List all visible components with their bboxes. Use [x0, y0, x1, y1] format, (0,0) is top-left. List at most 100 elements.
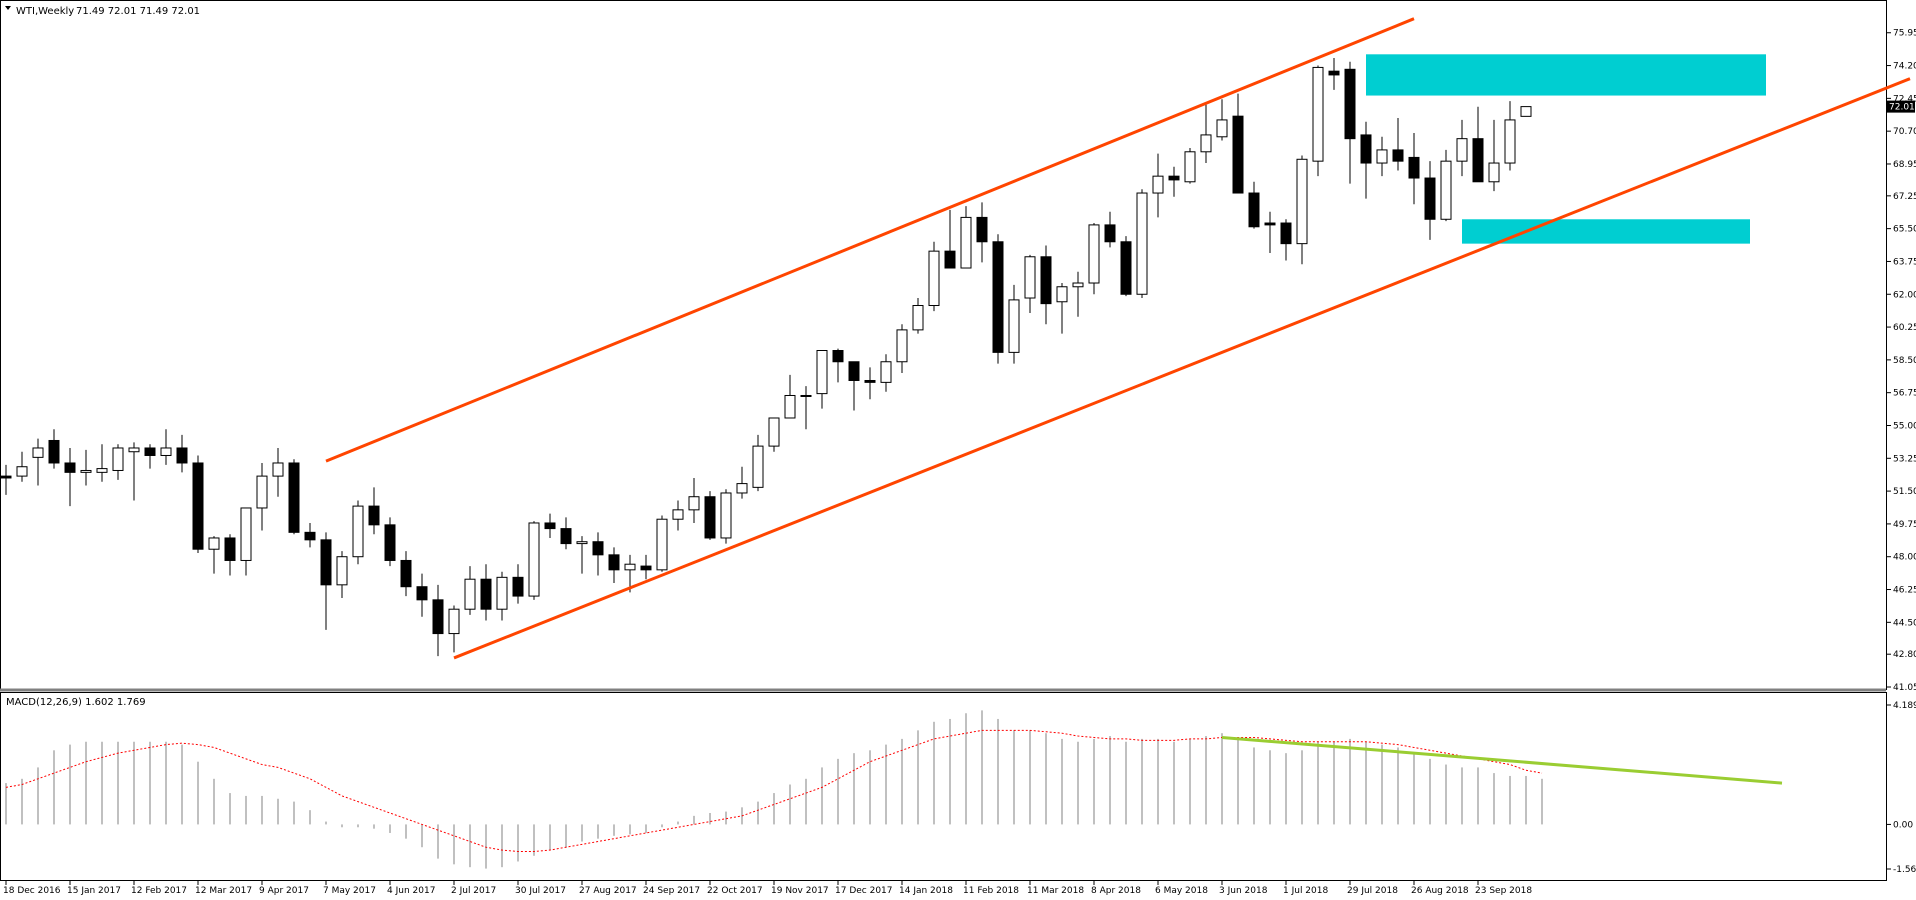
candle	[848, 361, 860, 411]
candle	[960, 206, 972, 269]
candle-body-bull	[256, 475, 268, 509]
candle	[864, 367, 876, 400]
macd-axis: 4.189 0.00 -1.564	[1887, 701, 1916, 875]
time-label: 14 Jan 2018	[899, 886, 953, 896]
candle-body-bull	[1088, 224, 1100, 284]
candle	[1200, 103, 1212, 164]
candle-body-bull	[1136, 192, 1148, 295]
candle-body-bull	[1008, 299, 1020, 353]
candle	[128, 442, 140, 501]
price-tick-label: 41.05	[1893, 683, 1916, 693]
candle	[304, 522, 316, 548]
ohlc-values: 71.49 72.01 71.49 72.01	[76, 6, 200, 17]
candle	[48, 429, 60, 469]
candle-body-bear	[560, 528, 572, 545]
candle-body-bear	[144, 447, 156, 456]
zones-layer	[1366, 54, 1766, 244]
candle-body-bear	[304, 531, 316, 541]
candle	[528, 521, 540, 600]
candle	[768, 417, 780, 452]
candle	[288, 459, 300, 535]
support-zone	[1462, 219, 1750, 244]
candle-body-bull	[1024, 256, 1036, 299]
candle	[880, 354, 892, 392]
candle	[1104, 211, 1116, 248]
candle-body-bull	[784, 394, 796, 419]
price-tick-label: 67.25	[1893, 192, 1916, 202]
price-panel-frame	[0, 0, 1887, 690]
macd-tick-label: 4.189	[1893, 701, 1916, 711]
price-tick-label: 60.25	[1893, 323, 1916, 333]
candle-body-bull	[752, 445, 764, 488]
candle	[688, 477, 700, 523]
macd-signal-line	[5, 729, 1543, 852]
time-label: 15 Jan 2017	[67, 886, 121, 896]
candle-body-bear	[0, 475, 12, 479]
candle	[512, 564, 524, 604]
time-label: 12 Mar 2017	[195, 886, 252, 896]
time-label: 2 Jul 2017	[451, 886, 496, 896]
candle	[224, 534, 236, 576]
candle-body-bull	[1296, 158, 1308, 245]
symbol-header: WTI,Weekly 71.49 72.01 71.49 72.01	[5, 6, 200, 17]
candle	[1440, 149, 1452, 222]
time-label: 26 Aug 2018	[1411, 886, 1469, 896]
candle-body-bull	[352, 505, 364, 558]
candle	[1312, 65, 1324, 177]
candle	[560, 517, 572, 550]
candle	[608, 547, 620, 583]
candle	[800, 386, 812, 430]
candle-body-bull	[720, 492, 732, 539]
time-label: 6 May 2018	[1155, 886, 1208, 896]
candle	[1056, 283, 1068, 334]
candle-body-bear	[480, 578, 492, 610]
time-label: 1 Jul 2018	[1283, 886, 1328, 896]
candle-body-bear	[1344, 68, 1356, 140]
candle-body-bear	[944, 250, 956, 269]
candle	[16, 451, 28, 482]
candle-body-bull	[1200, 134, 1212, 153]
candle	[1472, 106, 1484, 183]
candle-body-bear	[640, 565, 652, 571]
candle-body-bear	[704, 496, 716, 539]
candle	[752, 434, 764, 492]
candle-body-bear	[1424, 177, 1436, 220]
candle-body-bull	[736, 483, 748, 494]
candle-body-bull	[528, 522, 540, 597]
time-label: 12 Feb 2017	[131, 886, 187, 896]
candle-body-bear	[48, 439, 60, 464]
candle-body-bull	[576, 541, 588, 545]
candle	[432, 584, 444, 657]
candle-body-bear	[976, 216, 988, 243]
time-label: 9 Apr 2017	[259, 886, 309, 896]
candle-body-bull	[1520, 106, 1532, 117]
candle-body-bull	[336, 556, 348, 586]
candle	[1360, 121, 1372, 199]
candle-body-bull	[240, 507, 252, 561]
candle-body-bull	[1072, 282, 1084, 288]
candle-body-bear	[1120, 241, 1132, 295]
candle	[896, 324, 908, 373]
candle-body-bull	[1056, 286, 1068, 303]
candle	[576, 536, 588, 574]
candle-body-bear	[64, 462, 76, 473]
candle	[1264, 211, 1276, 254]
candle-body-bull	[800, 394, 812, 397]
candle-body-bear	[864, 379, 876, 383]
candle	[704, 491, 716, 540]
candle-body-bull	[960, 216, 972, 269]
macd-indicator-label: MACD(12,26,9) 1.602 1.769	[6, 697, 146, 708]
candle	[1008, 284, 1020, 364]
candle	[1456, 119, 1468, 177]
time-label: 17 Dec 2017	[835, 886, 893, 896]
price-tick-label: 53.25	[1893, 454, 1916, 464]
candle	[1504, 101, 1516, 171]
candle-body-bear	[1264, 222, 1276, 226]
candle	[832, 348, 844, 383]
price-tick-label: 46.25	[1893, 586, 1916, 596]
dropdown-triangle-icon[interactable]	[5, 6, 11, 10]
candle-body-bear	[432, 599, 444, 635]
candle	[256, 462, 268, 531]
candle-body-bear	[1408, 156, 1420, 179]
candle	[1184, 148, 1196, 184]
